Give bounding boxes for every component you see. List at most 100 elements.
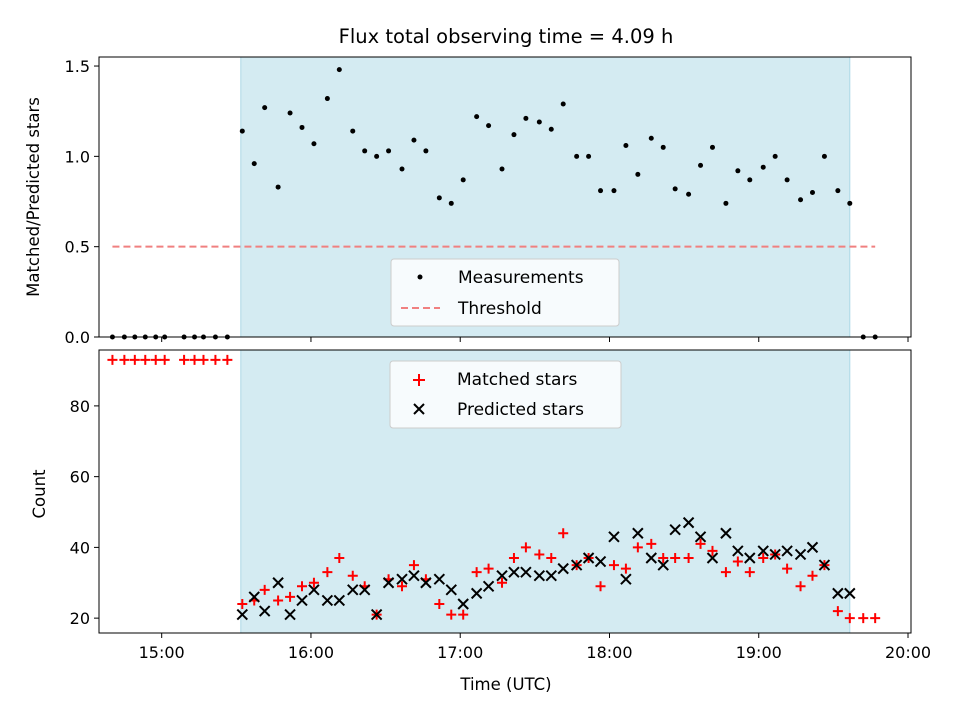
matched-star-point xyxy=(189,354,200,365)
matched-star-point xyxy=(334,553,345,564)
chart-title: Flux total observing time = 4.09 h xyxy=(339,25,674,48)
matched-star-point xyxy=(322,567,333,578)
predicted-stars-legend-label: Predicted stars xyxy=(457,400,584,420)
top-panel-legend: Measurements Threshold xyxy=(390,258,620,327)
measurement-point xyxy=(474,114,480,120)
predicted-star-point xyxy=(682,516,695,529)
matched-star-point xyxy=(237,598,248,609)
predicted-star-point xyxy=(296,594,308,607)
measurement-point xyxy=(772,153,778,159)
predicted-star-point xyxy=(347,584,359,596)
matched-star-point xyxy=(670,553,681,564)
matched-star-point xyxy=(870,613,881,624)
measurement-point xyxy=(436,195,442,201)
matched-star-point xyxy=(595,581,606,592)
measurement-point xyxy=(374,153,380,159)
predicted-star-point xyxy=(620,573,632,585)
measurement-point xyxy=(560,101,566,107)
measurement-point xyxy=(686,191,692,197)
predicted-star-point xyxy=(420,577,432,589)
predicted-star-point xyxy=(457,598,469,610)
top-legend-box xyxy=(390,258,620,327)
predicted-star-point xyxy=(706,552,719,564)
matched-star-point xyxy=(222,354,233,365)
ytick-label: 60 xyxy=(70,468,90,487)
matched-star-point xyxy=(483,563,494,574)
measurement-point xyxy=(548,126,554,132)
predicted-star-point xyxy=(333,594,346,607)
measurement-point xyxy=(698,162,704,168)
measurement-point xyxy=(598,188,604,194)
matched-star-point xyxy=(744,567,755,578)
predicted-stars-legend-marker xyxy=(413,403,425,415)
matched-star-point xyxy=(632,542,643,553)
measurement-point xyxy=(399,166,405,172)
predicted-star-point xyxy=(769,548,781,561)
predicted-star-point xyxy=(520,566,532,578)
matched-star-point xyxy=(259,584,270,595)
measurement-point xyxy=(847,200,853,206)
top-panel-ticks: 0.0 0.5 1.0 1.5 xyxy=(65,57,909,347)
matched-star-point xyxy=(285,591,296,602)
measurement-point xyxy=(287,110,293,116)
measurement-point xyxy=(362,148,368,154)
predicted-star-point xyxy=(669,523,681,536)
matched-star-point xyxy=(107,354,118,365)
predicted-star-point xyxy=(272,577,284,589)
ytick-label: 80 xyxy=(70,397,90,416)
predicted-star-point xyxy=(594,555,607,568)
predicted-star-point xyxy=(445,584,457,596)
matched-star-point xyxy=(608,560,619,571)
predicted-star-point xyxy=(694,531,707,543)
ytick-label: 0.5 xyxy=(65,238,90,257)
predicted-star-point xyxy=(545,569,557,582)
matched-star-point xyxy=(646,538,657,549)
top-panel: 0.0 0.5 1.0 1.5 Matched/Predicted stars Mea… xyxy=(24,56,912,347)
matched-star-point xyxy=(844,613,855,624)
measurement-point xyxy=(735,168,741,174)
matched-star-point xyxy=(534,549,545,560)
matched-star-point xyxy=(807,570,818,581)
matched-stars-legend-marker xyxy=(413,374,425,386)
matched-star-point xyxy=(508,553,519,564)
matched-star-point xyxy=(397,581,408,592)
matched-star-point xyxy=(119,354,130,365)
matched-star-point xyxy=(758,553,769,564)
measurement-point xyxy=(411,137,417,143)
predicted-star-point xyxy=(732,545,744,557)
measurement-point xyxy=(586,153,592,159)
bottom-panel-ylabel: Count xyxy=(30,469,49,519)
predicted-star-point xyxy=(370,608,383,621)
matched-star-point xyxy=(658,553,669,564)
matched-star-point xyxy=(434,598,445,609)
measurement-point xyxy=(660,144,666,150)
predicted-star-point xyxy=(844,587,856,600)
matched-star-point xyxy=(546,553,557,564)
matched-star-point xyxy=(210,354,221,365)
threshold-legend-label: Threshold xyxy=(457,299,542,319)
measurement-point xyxy=(709,144,715,150)
measurement-point xyxy=(486,123,492,129)
bottom-legend-box xyxy=(389,360,622,429)
predicted-star-point xyxy=(818,559,831,571)
xtick-label: 17:00 xyxy=(437,643,483,662)
matched-star-point xyxy=(732,556,743,567)
x-axis-label: Time (UTC) xyxy=(459,675,551,694)
matched-star-point xyxy=(858,613,869,624)
predicted-star-point xyxy=(308,584,320,596)
matched-star-point xyxy=(520,542,531,553)
predicted-star-point xyxy=(408,569,420,582)
predicted-star-point xyxy=(284,608,296,621)
matched-star-point xyxy=(297,581,307,592)
matched-star-point xyxy=(620,563,631,574)
measurement-point xyxy=(611,188,617,194)
matched-star-point xyxy=(720,567,731,578)
measurement-point xyxy=(635,171,641,177)
measurement-point xyxy=(239,128,245,134)
measurement-point xyxy=(648,135,654,141)
bottom-panel-ticks: 20 40 60 80 15:00 16:00 17:00 18:00 19:00 20:00 xyxy=(70,397,931,662)
matched-star-point xyxy=(198,354,209,365)
measurement-point xyxy=(809,189,815,195)
measurement-point xyxy=(386,148,392,154)
measurement-point xyxy=(299,124,305,130)
